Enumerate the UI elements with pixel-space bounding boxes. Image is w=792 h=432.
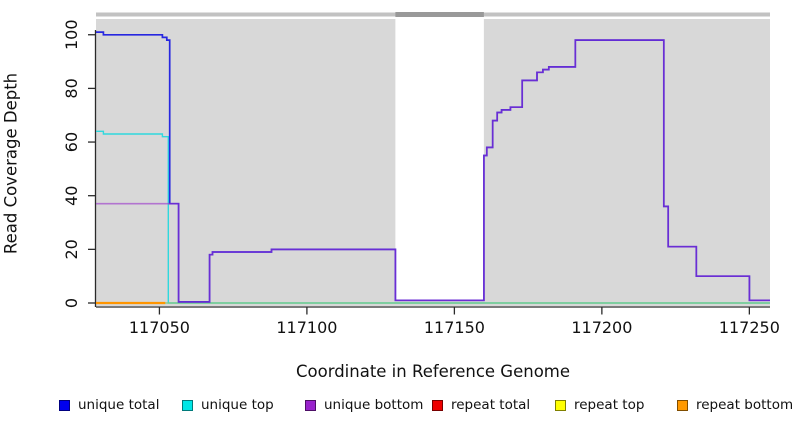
x-tick-label: 117100 xyxy=(276,318,337,337)
y-tick-label: 0 xyxy=(62,298,81,308)
x-tick-label: 117200 xyxy=(571,318,632,337)
series-unique-top-line xyxy=(96,130,770,304)
legend-swatch-unique-total xyxy=(59,399,70,411)
legend-swatch-unique-top xyxy=(182,399,193,411)
legend-label-unique-total: unique total xyxy=(78,397,160,413)
chart-legend: unique total unique top unique bottom repea… xyxy=(0,397,792,415)
y-tick-label: 40 xyxy=(62,186,81,206)
legend-label-unique-bottom: unique bottom xyxy=(324,397,424,413)
x-tick-label: 117150 xyxy=(424,318,485,337)
legend-label-repeat-total: repeat total xyxy=(451,397,531,413)
x-tick-label: 117050 xyxy=(129,318,190,337)
legend-swatch-repeat-top xyxy=(555,399,566,411)
y-tick-label: 100 xyxy=(62,19,81,50)
x-axis-title: Coordinate in Reference Genome xyxy=(295,362,571,381)
legend-label-repeat-bottom: repeat bottom xyxy=(696,397,792,413)
legend-swatch-repeat-bottom xyxy=(677,399,688,411)
legend-swatch-unique-bottom xyxy=(305,399,316,411)
legend-item-unique-top: unique top xyxy=(182,397,274,413)
legend-label-repeat-top: repeat top xyxy=(574,397,645,413)
legend-swatch-repeat-total xyxy=(432,399,443,411)
y-tick-label: 60 xyxy=(62,132,81,152)
y-tick-label: 20 xyxy=(62,239,81,259)
legend-item-unique-bottom: unique bottom xyxy=(305,397,423,413)
legend-item-repeat-top: repeat top xyxy=(555,397,644,413)
legend-item-repeat-total: repeat total xyxy=(432,397,530,413)
top-strip-masked-segment xyxy=(395,12,484,17)
legend-item-repeat-bottom: repeat bottom xyxy=(677,397,792,413)
y-tick-label: 80 xyxy=(62,78,81,98)
series-unique-bottom-line xyxy=(96,39,770,303)
legend-item-unique-total: unique total xyxy=(59,397,159,413)
y-axis-title: Read Coverage Depth xyxy=(1,72,21,255)
legend-label-unique-top: unique top xyxy=(201,397,274,413)
x-tick-label: 117250 xyxy=(719,318,780,337)
masked-region xyxy=(395,19,484,300)
